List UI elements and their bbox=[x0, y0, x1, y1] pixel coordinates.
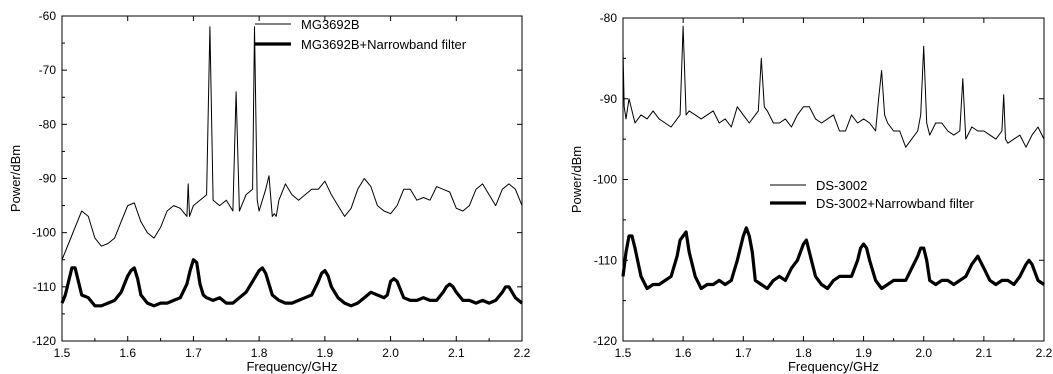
legend-label: MG3692B bbox=[301, 17, 360, 32]
x-tick-label: 1.8 bbox=[795, 346, 812, 360]
x-tick-label: 2.2 bbox=[1036, 346, 1053, 360]
x-tick-label: 2.1 bbox=[976, 346, 993, 360]
y-tick-label: -80 bbox=[600, 11, 618, 25]
x-tick-label: 1.8 bbox=[251, 346, 268, 360]
y-tick-label: -110 bbox=[594, 253, 617, 267]
x-tick-label: 1.5 bbox=[615, 346, 632, 360]
x-tick-label: 1.7 bbox=[185, 346, 202, 360]
x-tick-label: 2.0 bbox=[382, 346, 399, 360]
x-axis-label: Frequency/GHz bbox=[246, 359, 337, 374]
y-tick-label: -120 bbox=[32, 334, 56, 348]
chart-2: 1.5 1.6 1.7 1.8 1.9 2.0 2.1 2.2 -120 -110 -100 -90 -… bbox=[569, 11, 1053, 374]
x-axis-label: Frequency/GHz bbox=[788, 359, 879, 374]
x-tick-label: 2.2 bbox=[514, 346, 531, 360]
y-tick-label: -100 bbox=[593, 173, 617, 187]
y-tick-label: -90 bbox=[600, 92, 618, 106]
y-axis-label: Power/dBm bbox=[8, 145, 23, 212]
y-tick-label: -90 bbox=[39, 172, 57, 186]
y-axis-label: Power/dBm bbox=[569, 146, 584, 213]
y-tick-label: -110 bbox=[33, 280, 56, 294]
y-tick-label: -120 bbox=[593, 334, 617, 348]
series-line-1 bbox=[622, 25, 1045, 148]
plot-frame bbox=[61, 15, 523, 342]
y-tick-label: -100 bbox=[32, 226, 56, 240]
x-tick-label: 1.7 bbox=[735, 346, 752, 360]
x-tick-label: 2.1 bbox=[448, 346, 465, 360]
x-tick-label: 2.0 bbox=[915, 346, 932, 360]
series-line-2 bbox=[621, 226, 1045, 291]
legend: MG3692B MG3692B+Narrowband filter bbox=[255, 17, 467, 52]
legend-label: DS-3002 bbox=[816, 178, 867, 193]
series-line-1 bbox=[61, 26, 523, 260]
x-tick-label: 1.5 bbox=[54, 346, 71, 360]
legend-label: DS-3002+Narrowband filter bbox=[816, 196, 975, 211]
legend-label: MG3692B+Narrowband filter bbox=[301, 37, 467, 52]
x-tick-label: 1.9 bbox=[855, 346, 872, 360]
legend: DS-3002 DS-3002+Narrowband filter bbox=[770, 178, 975, 211]
x-tick-label: 1.6 bbox=[119, 346, 136, 360]
chart-1: 1.5 1.6 1.7 1.8 1.9 2.0 2.1 2.2 -120 -110 -100 -90 -… bbox=[8, 9, 531, 374]
y-tick-label: -70 bbox=[39, 63, 57, 77]
y-tick-label: -80 bbox=[39, 117, 57, 131]
x-tick-label: 1.6 bbox=[675, 346, 692, 360]
series-line-2 bbox=[60, 258, 524, 308]
y-tick-label: -60 bbox=[39, 9, 57, 23]
x-tick-label: 1.9 bbox=[317, 346, 334, 360]
